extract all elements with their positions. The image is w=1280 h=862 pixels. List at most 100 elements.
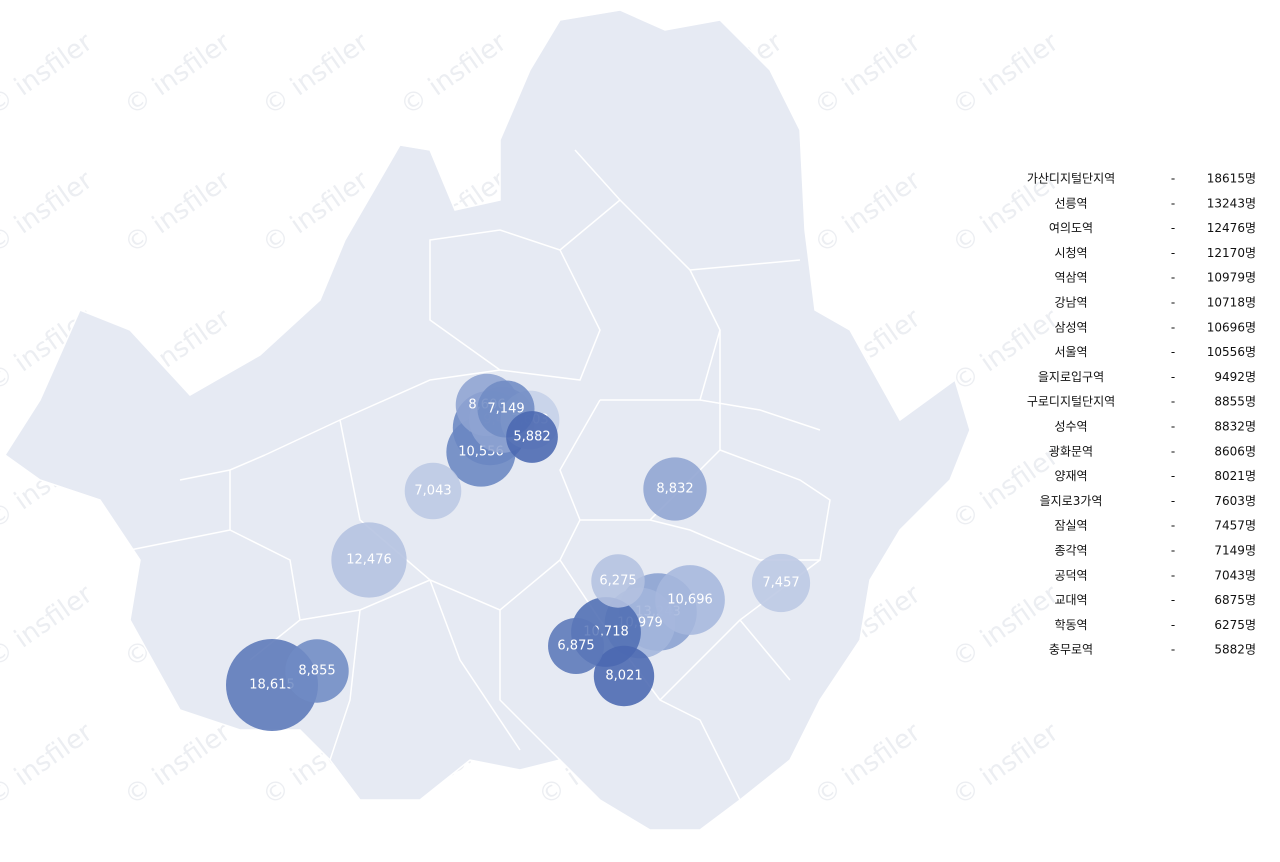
watermark: © insfiler bbox=[809, 27, 926, 122]
bubble bbox=[593, 645, 655, 707]
watermark: © insfiler bbox=[0, 717, 98, 812]
watermark: © insfiler bbox=[0, 165, 98, 260]
bubble-label: 8,832 bbox=[656, 482, 693, 497]
separator: - bbox=[1171, 320, 1175, 334]
station-name: 선릉역 bbox=[1054, 196, 1087, 210]
watermark: © insfiler bbox=[257, 27, 374, 122]
station-count: 7149명 bbox=[1214, 544, 1256, 558]
watermark: © insfiler bbox=[947, 717, 1064, 812]
station-count: 8021명 bbox=[1214, 469, 1256, 483]
separator: - bbox=[1171, 246, 1175, 260]
watermark: © insfiler bbox=[809, 717, 926, 812]
station-name: 성수역 bbox=[1054, 420, 1087, 434]
watermark: © insfiler bbox=[395, 27, 512, 122]
separator: - bbox=[1171, 643, 1175, 657]
station-count: 10979명 bbox=[1207, 271, 1256, 285]
watermark: © insfiler bbox=[809, 165, 926, 260]
bubble bbox=[506, 411, 558, 463]
station-count: 9492명 bbox=[1214, 370, 1256, 384]
separator: - bbox=[1171, 469, 1175, 483]
station-name: 강남역 bbox=[1054, 296, 1087, 310]
station-count: 7043명 bbox=[1214, 568, 1256, 582]
station-name: 교대역 bbox=[1054, 593, 1087, 607]
separator: - bbox=[1171, 519, 1175, 533]
station-name: 공덕역 bbox=[1054, 568, 1087, 582]
separator: - bbox=[1171, 544, 1175, 558]
bubble-label: 10,696 bbox=[667, 593, 713, 608]
watermark: © insfiler bbox=[119, 717, 236, 812]
station-count: 7603명 bbox=[1214, 494, 1256, 508]
separator: - bbox=[1171, 568, 1175, 582]
station-name: 여의도역 bbox=[1049, 221, 1093, 235]
station-count: 8832명 bbox=[1214, 420, 1256, 434]
bubble bbox=[591, 554, 645, 608]
bubble bbox=[655, 565, 725, 635]
separator: - bbox=[1171, 420, 1175, 434]
watermark: © insfiler bbox=[947, 441, 1064, 536]
watermark: © insfiler bbox=[119, 165, 236, 260]
separator: - bbox=[1171, 172, 1175, 186]
watermark: © insfiler bbox=[947, 579, 1064, 674]
separator: - bbox=[1171, 271, 1175, 285]
station-name: 서울역 bbox=[1054, 345, 1087, 359]
separator: - bbox=[1171, 444, 1175, 458]
station-count: 10718명 bbox=[1207, 296, 1256, 310]
station-name: 잠실역 bbox=[1054, 519, 1087, 533]
station-count: 6275명 bbox=[1214, 618, 1256, 632]
station-name: 구로디지털단지역 bbox=[1027, 395, 1115, 409]
station-name: 을지로입구역 bbox=[1038, 370, 1104, 384]
station-name: 역삼역 bbox=[1054, 271, 1087, 285]
station-name: 을지로3가역 bbox=[1040, 494, 1103, 508]
bubbles: 18,61513,24312,47612,17010,97910,71810,6… bbox=[226, 373, 811, 731]
bubble-label: 7,043 bbox=[414, 484, 451, 499]
station-name: 양재역 bbox=[1054, 469, 1087, 483]
station-name: 충무로역 bbox=[1049, 643, 1093, 657]
station-count: 5882명 bbox=[1214, 643, 1256, 657]
watermark: © insfiler bbox=[119, 27, 236, 122]
separator: - bbox=[1171, 196, 1175, 210]
district-borders bbox=[129, 149, 831, 801]
separator: - bbox=[1171, 618, 1175, 632]
bubble-label: 12,476 bbox=[346, 553, 392, 568]
bubble-label: 7,457 bbox=[762, 576, 799, 591]
watermark: © insfiler bbox=[0, 27, 98, 122]
station-count: 7457명 bbox=[1214, 519, 1256, 533]
bubble bbox=[285, 639, 349, 703]
station-count: 13243명 bbox=[1207, 196, 1256, 210]
station-count: 10696명 bbox=[1207, 320, 1256, 334]
station-count: 18615명 bbox=[1207, 172, 1256, 186]
bubble bbox=[331, 522, 407, 598]
bubble-label: 6,875 bbox=[557, 639, 594, 654]
bubble-label: 8,855 bbox=[298, 664, 335, 679]
station-name: 삼성역 bbox=[1054, 320, 1087, 334]
station-count: 8855명 bbox=[1214, 395, 1256, 409]
separator: - bbox=[1171, 593, 1175, 607]
watermark: © insfiler bbox=[0, 579, 98, 674]
station-name: 시청역 bbox=[1054, 246, 1087, 260]
bubble-label: 6,275 bbox=[599, 574, 636, 589]
station-count: 12476명 bbox=[1207, 221, 1256, 235]
station-name: 학동역 bbox=[1054, 618, 1087, 632]
station-count: 12170명 bbox=[1207, 246, 1256, 260]
bubble bbox=[643, 457, 707, 521]
station-count: 6875명 bbox=[1214, 593, 1256, 607]
station-name: 종각역 bbox=[1054, 544, 1087, 558]
bubble-label: 18,615 bbox=[249, 678, 295, 693]
separator: - bbox=[1171, 370, 1175, 384]
station-count: 8606명 bbox=[1214, 444, 1256, 458]
bubble bbox=[548, 618, 604, 674]
separator: - bbox=[1171, 221, 1175, 235]
station-name: 가산디지털단지역 bbox=[1027, 172, 1115, 186]
bubble bbox=[404, 462, 462, 520]
watermark: © insfiler bbox=[947, 27, 1064, 122]
bubble-label: 5,882 bbox=[513, 430, 550, 445]
bubble-label: 7,149 bbox=[487, 402, 524, 417]
bubble bbox=[751, 553, 811, 613]
bubble-label: 8,021 bbox=[605, 669, 642, 684]
separator: - bbox=[1171, 345, 1175, 359]
separator: - bbox=[1171, 296, 1175, 310]
station-count: 10556명 bbox=[1207, 345, 1256, 359]
separator: - bbox=[1171, 395, 1175, 409]
